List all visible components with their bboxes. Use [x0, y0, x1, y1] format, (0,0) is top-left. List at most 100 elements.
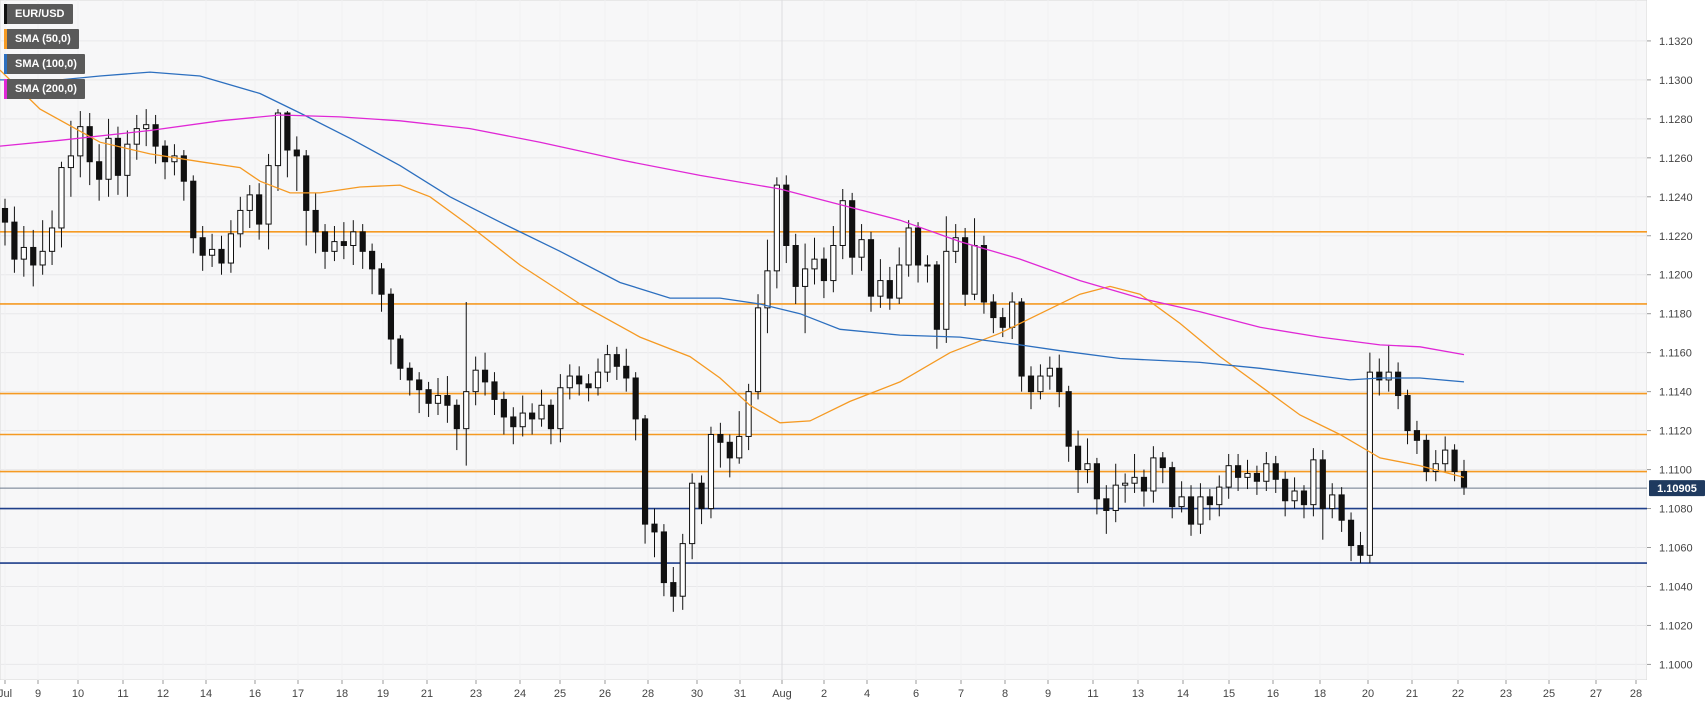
candle — [679, 533, 686, 610]
legend-swatch — [4, 29, 7, 49]
x-tick-label: 8 — [1002, 688, 1008, 700]
candle-body — [1178, 496, 1185, 508]
candle — [86, 113, 93, 186]
x-axis-area — [0, 680, 1707, 712]
y-tick-label: 1.1080 — [1659, 504, 1693, 516]
candle — [1046, 356, 1053, 390]
candle-body — [1084, 463, 1091, 471]
x-tick-label: 19 — [377, 688, 389, 700]
candle-body — [990, 301, 997, 319]
candle-body — [1216, 486, 1223, 506]
candle-body — [576, 375, 583, 385]
candle — [114, 126, 122, 195]
candle-body — [802, 268, 809, 287]
candle-body — [623, 365, 630, 379]
y-tick-label: 1.1160 — [1659, 348, 1692, 360]
candle — [208, 233, 216, 267]
candle — [1216, 475, 1223, 517]
candle — [1442, 436, 1449, 472]
candle — [397, 335, 404, 380]
y-tick-label: 1.1220 — [1659, 231, 1693, 243]
candle-body — [180, 155, 187, 182]
candle — [303, 150, 310, 246]
candle — [1300, 485, 1308, 519]
candle-body — [529, 412, 536, 420]
candle — [670, 566, 677, 612]
candle — [48, 210, 56, 265]
candle — [1423, 434, 1430, 482]
candle-body — [199, 237, 206, 256]
candle-body — [689, 482, 696, 545]
candle-body — [472, 369, 479, 393]
candle — [1131, 453, 1138, 493]
candle — [1291, 477, 1298, 509]
candle — [792, 233, 799, 304]
candle-body — [340, 241, 347, 247]
candle-body — [999, 317, 1006, 328]
x-tick-label: 24 — [514, 688, 526, 700]
candle — [444, 376, 451, 423]
legend-item-eurusd[interactable]: EUR/USD — [4, 4, 73, 24]
x-tick-label: 11 — [117, 688, 128, 700]
candle — [1, 198, 9, 246]
candle-body — [1093, 463, 1100, 500]
candle-body — [246, 194, 253, 211]
candle-body — [849, 200, 856, 258]
candle — [369, 243, 376, 295]
candle-body — [321, 231, 329, 252]
candle — [1084, 438, 1091, 484]
candle-body — [1282, 478, 1289, 502]
candle-body — [547, 404, 555, 430]
candle — [952, 224, 959, 264]
candle-body — [161, 145, 169, 163]
candle — [651, 508, 658, 558]
legend-item-sma-50[interactable]: SMA (50,0) — [4, 29, 79, 49]
candle-body — [1159, 457, 1166, 469]
candle-body — [293, 149, 300, 157]
candle-body — [1150, 457, 1157, 492]
x-tick-label: 14 — [200, 688, 212, 700]
candle — [77, 111, 84, 178]
candle — [161, 140, 169, 180]
x-tick-label: 17 — [292, 688, 304, 700]
candle-body — [265, 165, 272, 225]
candle-body — [1187, 496, 1195, 525]
candle-body — [1131, 476, 1138, 484]
candle-body — [1122, 482, 1129, 486]
candle-body — [566, 375, 573, 389]
candle — [962, 227, 969, 306]
candle-body — [792, 245, 799, 287]
candle-body — [1272, 463, 1279, 480]
candle — [481, 352, 489, 396]
candle-body — [1385, 371, 1392, 381]
candle-body — [208, 248, 216, 256]
candle — [754, 294, 762, 400]
legend-item-sma-100[interactable]: SMA (100,0) — [4, 54, 85, 74]
candle — [1338, 487, 1345, 532]
candle-body — [830, 245, 837, 282]
candle-body — [1197, 496, 1204, 525]
candle — [698, 475, 705, 525]
candle-body — [58, 167, 65, 229]
candle-body — [1413, 430, 1421, 441]
candle-body — [453, 404, 460, 430]
candle — [1169, 461, 1176, 519]
y-tick-label: 1.1180 — [1659, 309, 1692, 321]
candle-body — [312, 209, 319, 233]
candle — [58, 161, 65, 248]
candle — [1037, 364, 1044, 400]
candle-body — [943, 250, 950, 330]
candle-body — [905, 227, 912, 266]
candle — [1235, 453, 1242, 492]
candle — [1187, 485, 1195, 536]
candle — [566, 364, 573, 400]
y-axis-area — [1647, 0, 1707, 712]
x-tick-label: 31 — [734, 688, 746, 700]
legend-item-sma-200[interactable]: SMA (200,0) — [4, 79, 85, 99]
candle — [1282, 471, 1289, 517]
candle-body — [651, 523, 658, 533]
candle — [538, 389, 545, 427]
candle — [510, 407, 517, 445]
candle-body — [962, 237, 969, 295]
